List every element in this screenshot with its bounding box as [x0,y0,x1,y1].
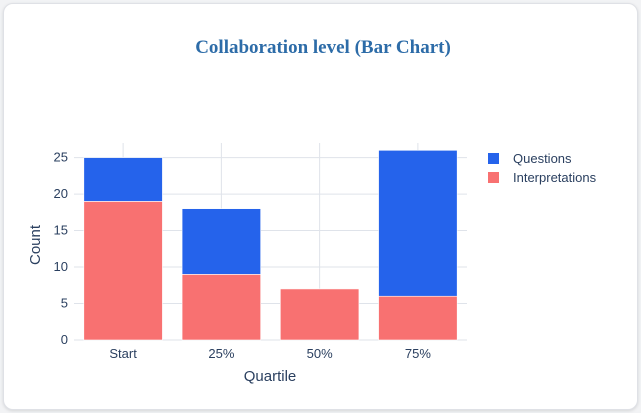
y-tick-label: 0 [61,332,68,347]
bar-interpretations-1 [181,274,261,341]
x-tick-label: 75% [405,346,431,361]
bar-chart: Collaboration level (Bar Chart) Start 25%… [27,37,597,385]
y-tick-label: 25 [54,150,68,165]
bar-interpretations-0 [83,201,163,341]
x-axis-title: Quartile [244,368,297,385]
x-axis-ticks: Start 25% 50% 75% [109,346,431,361]
chart-title: Collaboration level (Bar Chart) [195,37,451,58]
x-tick-label: 25% [208,346,234,361]
bar-interpretations-2 [280,288,360,341]
bar-questions-3 [378,149,458,297]
y-tick-label: 20 [54,186,68,201]
legend: Questions Interpretations [488,151,597,185]
y-tick-label: 10 [54,259,68,274]
legend-swatch-questions[interactable] [488,153,499,164]
legend-label-interpretations[interactable]: Interpretations [513,170,597,185]
x-tick-label: Start [109,346,137,361]
bar-questions-0 [83,157,163,202]
y-tick-label: 5 [61,296,68,311]
x-tick-label: 50% [307,346,333,361]
bar-questions-1 [181,208,261,275]
legend-swatch-interpretations[interactable] [488,172,499,183]
bars [83,149,458,341]
chart-card: Collaboration level (Bar Chart) Start 25%… [3,3,638,410]
y-axis-ticks: 0 5 10 15 20 25 [54,150,68,347]
legend-label-questions[interactable]: Questions [513,151,572,166]
y-tick-label: 15 [54,223,68,238]
bar-interpretations-3 [378,295,458,341]
y-axis-title: Count [27,224,44,265]
